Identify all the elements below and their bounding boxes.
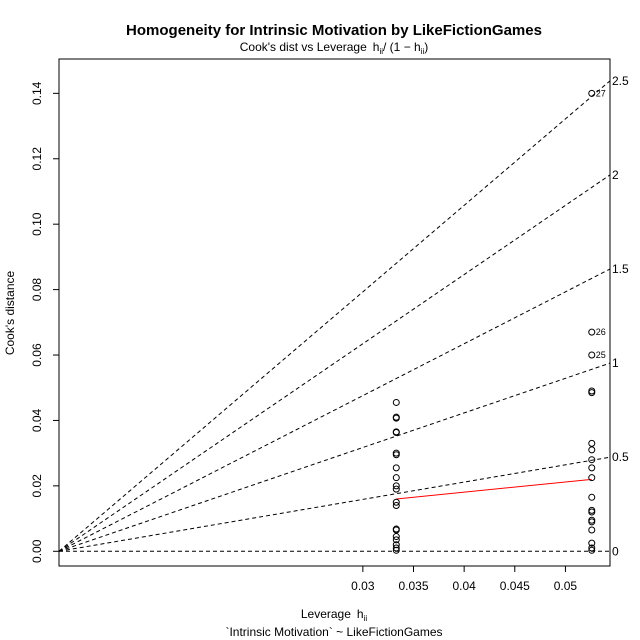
subtitle-math-close: ) — [424, 40, 428, 54]
data-point — [588, 328, 596, 336]
subtitle-math-h: h — [373, 40, 380, 54]
y-tick-label: 0.00 — [30, 539, 44, 563]
x-axis-label: Leverage hii — [301, 607, 368, 623]
point-id-labels: 27 26 25 — [596, 88, 606, 360]
contour-line-1 — [59, 362, 610, 552]
y-tick-label: 0.08 — [30, 278, 44, 302]
contour-line-1.5 — [59, 268, 610, 552]
contour-line-2 — [59, 174, 610, 552]
data-point — [392, 451, 400, 459]
subtitle-text: Cook's dist vs Leverage — [240, 40, 367, 54]
data-point — [392, 429, 400, 437]
subtitle-math-rest: / (1 − h — [383, 40, 421, 54]
data-point — [392, 498, 400, 506]
data-point — [392, 544, 400, 552]
data-point — [392, 526, 400, 534]
data-point — [588, 389, 596, 397]
x-axis-formula-label: `Intrinsic Motivation` ~ LikeFictionGame… — [225, 625, 442, 639]
data-point — [588, 546, 596, 554]
data-point — [392, 501, 400, 509]
data-point — [588, 456, 596, 464]
subtitle-math-sub: ii — [379, 47, 383, 56]
point-label-25: 25 — [596, 350, 606, 360]
y-tick-label: 0.04 — [30, 408, 44, 432]
y-tick-label: 0.02 — [30, 474, 44, 498]
data-point — [588, 474, 596, 482]
contour-line-0.5 — [59, 456, 610, 552]
y-axis-label: Cook's distance — [3, 271, 17, 356]
subtitle-math-sub2: ii — [421, 47, 425, 56]
data-point — [392, 482, 400, 490]
data-point — [392, 536, 400, 544]
contour-label-1.5: 1.5 — [612, 262, 629, 276]
contour-line-2.5 — [59, 80, 610, 552]
data-point — [588, 508, 596, 516]
contour-label-0.5: 0.5 — [612, 450, 629, 464]
data-point — [588, 446, 596, 454]
data-point — [392, 464, 400, 472]
data-point — [588, 464, 596, 472]
x-axis: 0.03 0.035 0.04 0.045 0.05 — [351, 566, 577, 593]
x-tick-label: 0.045 — [500, 579, 530, 593]
contour-label-2.5: 2.5 — [612, 74, 629, 88]
data-point — [588, 439, 596, 447]
y-tick-label: 0.12 — [30, 147, 44, 171]
data-point — [588, 351, 596, 359]
data-points — [392, 89, 596, 554]
contour-label-2: 2 — [612, 168, 619, 182]
data-point — [588, 544, 596, 552]
x-tick-label: 0.04 — [452, 579, 476, 593]
data-point — [392, 485, 400, 493]
x-tick-label: 0.05 — [554, 579, 578, 593]
contour-label-0: 0 — [612, 544, 619, 558]
cooks-contour-lines — [59, 80, 610, 552]
data-point — [588, 539, 596, 547]
smoother-segment — [396, 478, 592, 500]
data-point — [392, 546, 400, 554]
x-axis-label-math-sub: ii — [364, 614, 368, 623]
x-axis-label-math-h: h — [357, 607, 364, 621]
y-tick-label: 0.14 — [30, 81, 44, 105]
data-point — [588, 526, 596, 534]
point-label-27: 27 — [596, 88, 606, 98]
y-tick-label: 0.06 — [30, 343, 44, 367]
point-label-26: 26 — [596, 327, 606, 337]
x-tick-label: 0.035 — [398, 579, 428, 593]
y-axis: 0.00 0.02 0.04 0.06 0.08 0.10 0.12 0.14 — [30, 81, 59, 563]
chart-title: Homogeneity for Intrinsic Motivation by … — [126, 22, 542, 39]
plot-frame — [58, 58, 611, 567]
x-axis-label-text: Leverage — [301, 607, 351, 621]
y-tick-label: 0.10 — [30, 212, 44, 236]
data-point — [392, 414, 400, 422]
data-point — [588, 89, 596, 97]
data-point — [392, 474, 400, 482]
data-point — [588, 518, 596, 526]
data-point — [392, 398, 400, 406]
contour-labels: 0 0.5 1 1.5 2 2.5 — [612, 74, 629, 558]
data-point — [588, 493, 596, 501]
x-tick-label: 0.03 — [351, 579, 375, 593]
contour-label-1: 1 — [612, 356, 619, 370]
smoother-line — [396, 478, 592, 500]
chart-subtitle: Cook's dist vs Leverage hii/ (1 − hii) — [240, 40, 429, 56]
data-point — [392, 533, 400, 541]
